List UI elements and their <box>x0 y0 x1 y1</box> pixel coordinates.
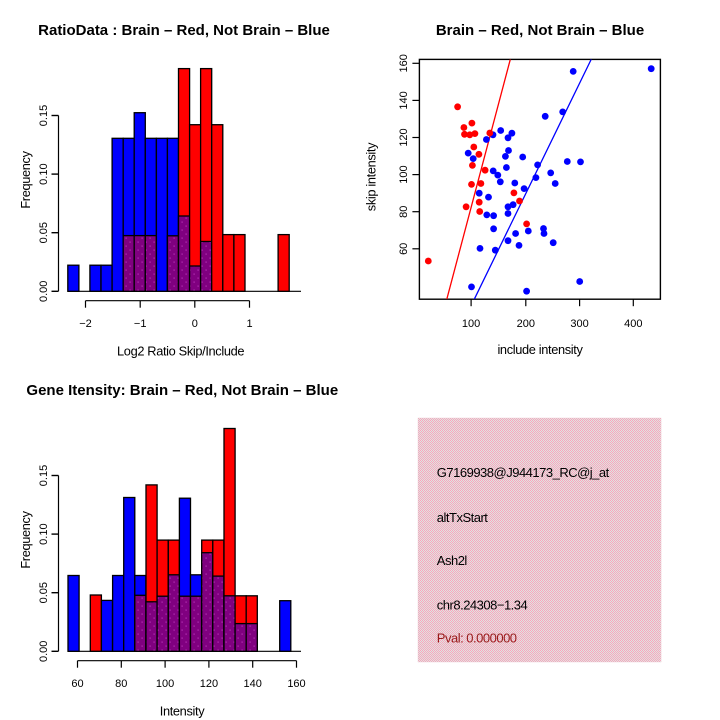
svg-text:RatioData : Brain – Red, Not B: RatioData : Brain – Red, Not Brain – Blu… <box>38 22 330 39</box>
svg-text:0.05: 0.05 <box>38 222 50 243</box>
svg-text:80: 80 <box>398 206 410 218</box>
svg-text:1: 1 <box>246 318 252 330</box>
svg-text:100: 100 <box>156 678 174 690</box>
svg-text:G7169938@J944173_RC@j_at: G7169938@J944173_RC@j_at <box>437 465 610 480</box>
svg-text:−1: −1 <box>134 318 147 330</box>
svg-text:Ash2l: Ash2l <box>437 553 468 568</box>
svg-text:Frequency: Frequency <box>18 150 33 208</box>
svg-text:−2: −2 <box>79 318 92 330</box>
svg-text:Brain – Red, Not Brain – Blue: Brain – Red, Not Brain – Blue <box>436 22 644 39</box>
svg-text:400: 400 <box>624 318 642 330</box>
svg-text:0.15: 0.15 <box>38 465 50 486</box>
svg-text:Log2 Ratio Skip/Include: Log2 Ratio Skip/Include <box>117 344 244 359</box>
svg-text:160: 160 <box>398 54 410 72</box>
svg-text:300: 300 <box>570 318 588 330</box>
svg-text:120: 120 <box>200 678 218 690</box>
svg-text:60: 60 <box>398 243 410 255</box>
svg-text:0: 0 <box>192 318 198 330</box>
svg-text:chr8.24308−1.34: chr8.24308−1.34 <box>437 598 528 613</box>
svg-text:100: 100 <box>462 318 480 330</box>
svg-text:altTxStart: altTxStart <box>437 510 489 525</box>
svg-text:0.15: 0.15 <box>38 105 50 126</box>
svg-text:140: 140 <box>244 678 262 690</box>
svg-text:Intensity: Intensity <box>160 704 205 719</box>
svg-text:0.10: 0.10 <box>38 523 50 544</box>
svg-text:120: 120 <box>398 128 410 146</box>
svg-text:0.10: 0.10 <box>38 163 50 184</box>
svg-text:0.00: 0.00 <box>38 281 50 302</box>
svg-text:Pval: 0.000000: Pval: 0.000000 <box>437 630 517 645</box>
svg-text:Gene Itensity: Brain – Red, No: Gene Itensity: Brain – Red, Not Brain – … <box>26 382 338 399</box>
svg-text:60: 60 <box>71 678 83 690</box>
svg-text:200: 200 <box>517 318 535 330</box>
svg-text:80: 80 <box>115 678 127 690</box>
svg-text:0.05: 0.05 <box>38 582 50 603</box>
svg-text:160: 160 <box>287 678 305 690</box>
svg-text:140: 140 <box>398 91 410 109</box>
svg-text:include intensity: include intensity <box>497 342 583 357</box>
svg-text:Frequency: Frequency <box>18 510 33 568</box>
svg-text:skip intensity: skip intensity <box>364 142 379 211</box>
svg-text:100: 100 <box>398 165 410 183</box>
svg-text:0.00: 0.00 <box>38 641 50 662</box>
